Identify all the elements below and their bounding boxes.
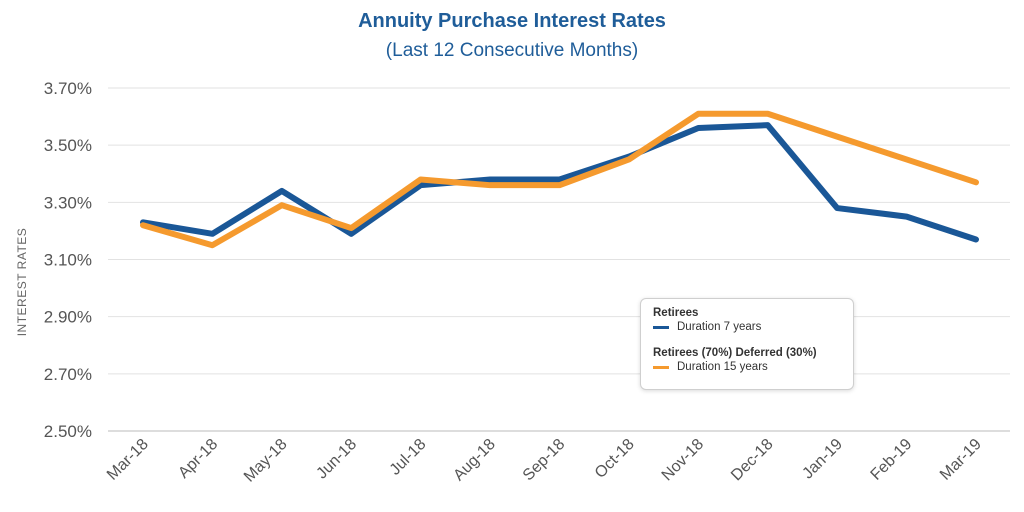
series-line-deferred [140, 110, 979, 249]
x-tick-label: Feb-19 [868, 436, 916, 484]
x-tick-label: May-18 [241, 436, 291, 486]
y-tick-label: 3.30% [44, 193, 92, 212]
gridlines [108, 87, 1010, 432]
x-tick-label: Aug-18 [450, 436, 499, 485]
series-lines [140, 110, 979, 249]
x-tick-label: Mar-19 [937, 436, 985, 484]
x-tick-label: Sep-18 [520, 436, 569, 485]
y-tick-label: 3.50% [44, 136, 92, 155]
legend-swatch-blue [653, 325, 669, 329]
x-tick-label: Apr-18 [175, 436, 221, 482]
legend-swatch-orange [653, 365, 669, 369]
legend-item: Duration 15 years [653, 361, 817, 373]
legend-group-retirees: Retirees Duration 7 years [653, 307, 761, 333]
series-line-retirees [140, 122, 979, 243]
legend-group-deferred: Retirees (70%) Deferred (30%) Duration 1… [653, 347, 817, 373]
legend-group-name: Retirees [653, 307, 699, 319]
y-axis-ticks: 2.50% 2.70% 2.90% 3.10% 3.30% 3.50% 3.70% [44, 79, 92, 441]
chart-title: Annuity Purchase Interest Rates [358, 10, 666, 32]
y-tick-label: 3.10% [44, 251, 92, 270]
legend-item-label: Duration 15 years [677, 361, 768, 373]
legend: Retirees Duration 7 years Retirees (70%)… [640, 298, 854, 390]
legend-item-label: Duration 7 years [677, 321, 762, 333]
y-axis-label: INTEREST RATES [15, 228, 29, 337]
x-axis-ticks: Mar-18 Apr-18 May-18 Jun-18 Jul-18 Aug-18 Sep-… [104, 436, 985, 486]
x-tick-label: Dec-18 [728, 436, 777, 485]
y-tick-label: 2.90% [44, 308, 92, 327]
x-tick-label: Jul-18 [387, 436, 430, 479]
x-tick-label: Mar-18 [104, 436, 152, 484]
x-tick-label: Jan-19 [799, 436, 846, 483]
x-tick-label: Oct-18 [592, 436, 638, 482]
x-tick-label: Nov-18 [659, 436, 708, 485]
y-tick-label: 2.70% [44, 365, 92, 384]
legend-group-name: Retirees (70%) Deferred (30%) [653, 347, 817, 359]
chart-subtitle: (Last 12 Consecutive Months) [385, 40, 639, 61]
y-tick-label: 3.70% [44, 79, 92, 98]
y-tick-label: 2.50% [44, 422, 92, 441]
legend-item: Duration 7 years [653, 321, 761, 333]
x-tick-label: Jun-18 [313, 436, 360, 483]
